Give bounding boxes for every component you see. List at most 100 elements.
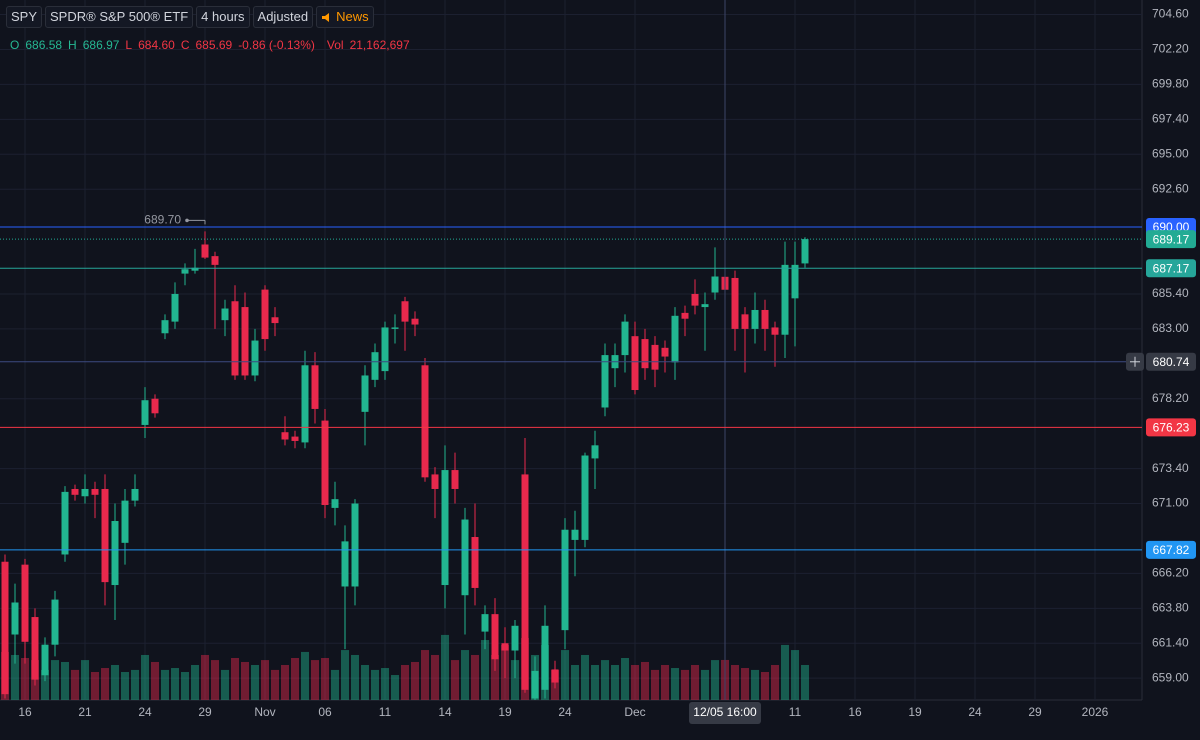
volume-bar bbox=[411, 661, 419, 700]
volume-bar bbox=[651, 669, 659, 700]
legend-key: C bbox=[180, 38, 190, 52]
legend-key: L bbox=[125, 38, 133, 52]
candle-body bbox=[581, 455, 589, 540]
volume-bar bbox=[131, 669, 139, 700]
crosshair-time-box bbox=[689, 702, 761, 724]
x-tick-label: 24 bbox=[968, 705, 982, 719]
volume-bar bbox=[711, 660, 719, 700]
high-marker-dot bbox=[185, 218, 189, 223]
volume-bar bbox=[121, 672, 129, 700]
candle-body bbox=[31, 617, 39, 680]
volume-bar bbox=[81, 660, 89, 700]
candle-body bbox=[691, 293, 699, 306]
x-tick-label: 06 bbox=[318, 705, 332, 719]
volume-bar bbox=[211, 660, 219, 700]
candle-body bbox=[201, 244, 209, 258]
x-tick-label: 24 bbox=[558, 705, 572, 719]
adjustment[interactable]: Adjusted bbox=[252, 6, 314, 28]
candle-body bbox=[781, 264, 789, 335]
candle-body bbox=[431, 474, 439, 489]
volume-bar bbox=[631, 665, 639, 700]
legend-volume: 21,162,697 bbox=[349, 38, 410, 52]
y-tick-label: 699.80 bbox=[1152, 77, 1189, 91]
volume-bar bbox=[771, 665, 779, 700]
candle-body bbox=[501, 643, 509, 651]
candle-body bbox=[571, 529, 579, 540]
y-tick-label: 661.40 bbox=[1152, 635, 1189, 649]
volume-bar bbox=[11, 654, 19, 700]
candle-body bbox=[161, 320, 169, 334]
volume-bar bbox=[401, 665, 409, 700]
volume-bar bbox=[621, 658, 629, 700]
price-label: 667.82 bbox=[1153, 543, 1190, 557]
volume-bar bbox=[351, 654, 359, 700]
y-tick-label: 704.60 bbox=[1152, 7, 1189, 21]
x-tick-label: 29 bbox=[198, 705, 212, 719]
candle-body bbox=[371, 352, 379, 380]
volume-bar bbox=[421, 650, 429, 700]
candle-body bbox=[111, 520, 119, 586]
candle-body bbox=[351, 503, 359, 587]
volume-bar bbox=[271, 669, 279, 700]
y-tick-label: 702.20 bbox=[1152, 42, 1189, 56]
price-label-box bbox=[1146, 418, 1196, 437]
candle-body bbox=[561, 529, 569, 631]
x-tick-label: 14 bbox=[438, 705, 452, 719]
volume-bar bbox=[491, 654, 499, 700]
volume-bar bbox=[61, 661, 69, 700]
x-tick-label: 2026 bbox=[1082, 705, 1109, 719]
news-button[interactable]: News bbox=[316, 6, 374, 28]
candle-body bbox=[731, 277, 739, 329]
candle-body bbox=[741, 314, 749, 329]
volume-bar bbox=[611, 665, 619, 700]
y-tick-label: 678.20 bbox=[1152, 391, 1189, 405]
description[interactable]: SPDR® S&P 500® ETF bbox=[45, 6, 194, 28]
volume-bar bbox=[691, 665, 699, 700]
candle-body bbox=[71, 488, 79, 495]
candle-body bbox=[621, 321, 629, 356]
legend-key: Vol bbox=[326, 38, 344, 52]
volume-bar bbox=[761, 672, 769, 700]
y-tick-label: 683.00 bbox=[1152, 321, 1189, 335]
y-tick-label: 697.40 bbox=[1152, 112, 1189, 126]
candle-body bbox=[401, 301, 409, 322]
candle-body bbox=[141, 400, 149, 425]
volume-bar bbox=[201, 654, 209, 700]
candle-body bbox=[151, 398, 159, 414]
candle-body bbox=[701, 304, 709, 308]
volume-bar bbox=[791, 650, 799, 700]
candle-body bbox=[51, 599, 59, 645]
candle-body bbox=[771, 327, 779, 335]
volume-bar bbox=[661, 665, 669, 700]
interval[interactable]: 4 hours bbox=[196, 6, 250, 28]
volume-bar bbox=[481, 640, 489, 700]
volume-bar bbox=[781, 644, 789, 700]
volume-bar bbox=[461, 650, 469, 700]
x-tick-label: 16 bbox=[18, 705, 32, 719]
volume-bar bbox=[581, 654, 589, 700]
candle-body bbox=[61, 491, 69, 555]
candle-body bbox=[311, 365, 319, 409]
candle-body bbox=[761, 309, 769, 329]
y-tick-label: 663.80 bbox=[1152, 600, 1189, 614]
volume-bar bbox=[161, 669, 169, 700]
candle-body bbox=[531, 670, 539, 699]
crosshair-time-label: 12/05 16:00 bbox=[693, 705, 757, 719]
volume-bar bbox=[341, 650, 349, 700]
candle-body bbox=[341, 541, 349, 587]
volume-bar bbox=[731, 665, 739, 700]
candle-body bbox=[491, 614, 499, 660]
legend-key: H bbox=[68, 38, 77, 52]
candle-body bbox=[421, 365, 429, 478]
price-label: 689.17 bbox=[1153, 232, 1190, 246]
candle-body bbox=[411, 318, 419, 325]
candle-body bbox=[101, 488, 109, 583]
volume-bar bbox=[231, 658, 239, 700]
volume-bar bbox=[41, 669, 49, 700]
volume-bar bbox=[391, 675, 399, 700]
candle-body bbox=[461, 519, 469, 596]
candle-body bbox=[521, 474, 529, 690]
symbol[interactable]: SPY bbox=[6, 6, 43, 28]
